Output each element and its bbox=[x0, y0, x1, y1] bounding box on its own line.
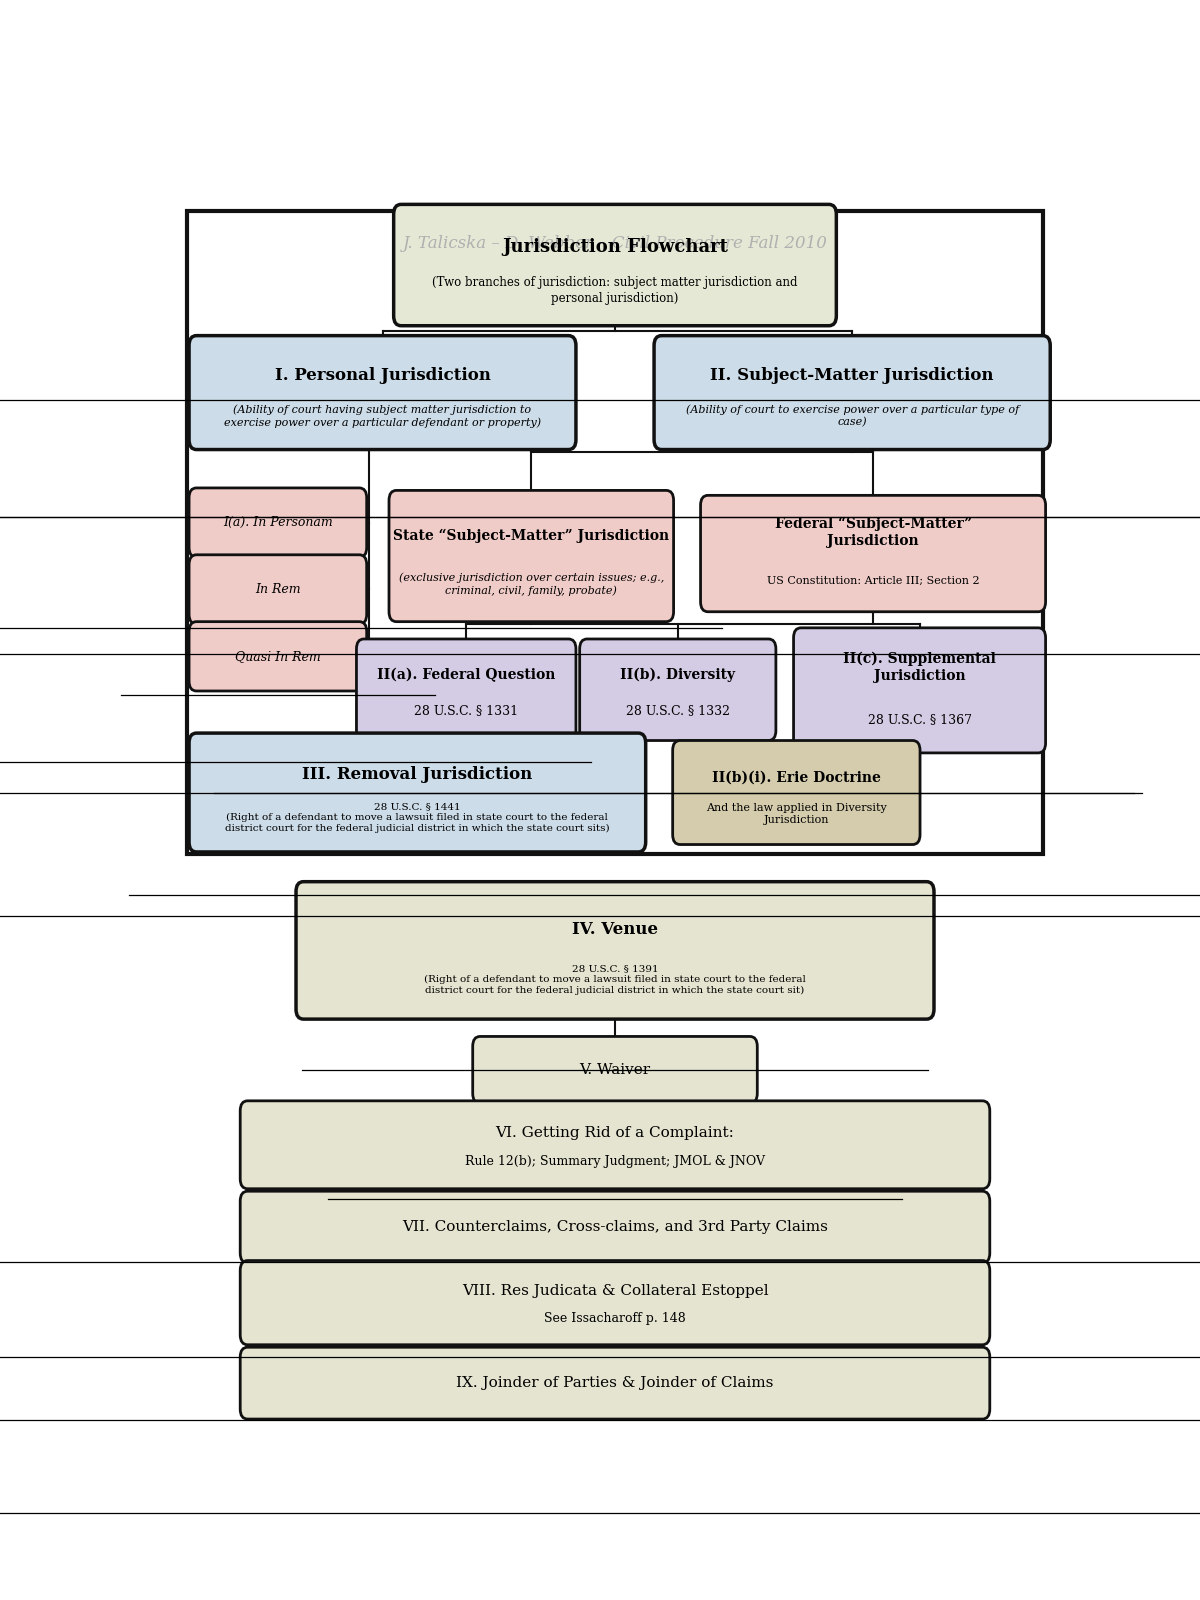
Text: VIII. Res Judicata & Collateral Estoppel: VIII. Res Judicata & Collateral Estoppel bbox=[462, 1285, 768, 1298]
Text: See Issacharoff p. 148: See Issacharoff p. 148 bbox=[544, 1312, 686, 1325]
Text: II(a). Federal Question: II(a). Federal Question bbox=[377, 667, 556, 682]
Text: 28 U.S.C. § 1332: 28 U.S.C. § 1332 bbox=[625, 704, 730, 717]
Text: II. Subject-Matter Jurisdiction: II. Subject-Matter Jurisdiction bbox=[710, 366, 994, 384]
Text: US Constitution: Article III; Section 2: US Constitution: Article III; Section 2 bbox=[767, 576, 979, 586]
Text: II(b). Diversity: II(b). Diversity bbox=[620, 667, 736, 682]
Text: III. Removal Jurisdiction: III. Removal Jurisdiction bbox=[302, 766, 533, 782]
FancyBboxPatch shape bbox=[580, 638, 776, 741]
Text: 28 U.S.C. § 1367: 28 U.S.C. § 1367 bbox=[868, 714, 972, 726]
FancyBboxPatch shape bbox=[394, 205, 836, 326]
Text: J. Talicska – D. Webber – Civil Procedure Fall 2010: J. Talicska – D. Webber – Civil Procedur… bbox=[402, 235, 828, 253]
FancyBboxPatch shape bbox=[296, 882, 934, 1019]
FancyBboxPatch shape bbox=[190, 488, 367, 557]
Text: Rule 12(b); Summary Judgment; JMOL & JNOV: Rule 12(b); Summary Judgment; JMOL & JNO… bbox=[466, 1155, 766, 1168]
Text: V. Waiver: V. Waiver bbox=[580, 1062, 650, 1077]
Text: IX. Joinder of Parties & Joinder of Claims: IX. Joinder of Parties & Joinder of Clai… bbox=[456, 1376, 774, 1390]
FancyBboxPatch shape bbox=[673, 741, 920, 845]
Text: I. Personal Jurisdiction: I. Personal Jurisdiction bbox=[275, 366, 491, 384]
FancyBboxPatch shape bbox=[190, 336, 576, 450]
FancyBboxPatch shape bbox=[356, 638, 576, 741]
Text: (exclusive jurisdiction over certain issues; e.g.,
criminal, civil, family, prob: (exclusive jurisdiction over certain iss… bbox=[398, 573, 664, 595]
Text: (Two branches of jurisdiction: subject matter jurisdiction and
personal jurisdic: (Two branches of jurisdiction: subject m… bbox=[432, 277, 798, 304]
Text: II(c). Supplemental
Jurisdiction: II(c). Supplemental Jurisdiction bbox=[844, 651, 996, 683]
Text: 28 U.S.C. § 1441
(Right of a defendant to move a lawsuit filed in state court to: 28 U.S.C. § 1441 (Right of a defendant t… bbox=[226, 802, 610, 832]
FancyBboxPatch shape bbox=[190, 555, 367, 624]
Text: (Ability of court having subject matter jurisdiction to
exercise power over a pa: (Ability of court having subject matter … bbox=[224, 405, 541, 427]
FancyBboxPatch shape bbox=[701, 496, 1045, 611]
Text: II(b)(i). Erie Doctrine: II(b)(i). Erie Doctrine bbox=[712, 770, 881, 784]
Text: In Rem: In Rem bbox=[256, 582, 301, 595]
Text: 28 U.S.C. § 1331: 28 U.S.C. § 1331 bbox=[414, 704, 518, 717]
Text: Quasi In Rem: Quasi In Rem bbox=[235, 650, 320, 662]
Text: State “Subject-Matter” Jurisdiction: State “Subject-Matter” Jurisdiction bbox=[394, 530, 670, 542]
Text: Jurisdiction Flowchart: Jurisdiction Flowchart bbox=[502, 238, 728, 256]
FancyBboxPatch shape bbox=[654, 336, 1050, 450]
Text: (Ability of court to exercise power over a particular type of
case): (Ability of court to exercise power over… bbox=[685, 405, 1019, 427]
FancyBboxPatch shape bbox=[190, 622, 367, 691]
FancyBboxPatch shape bbox=[793, 627, 1045, 754]
FancyBboxPatch shape bbox=[389, 491, 673, 622]
FancyBboxPatch shape bbox=[473, 1037, 757, 1104]
FancyBboxPatch shape bbox=[190, 733, 646, 851]
Text: Federal “Subject-Matter”
Jurisdiction: Federal “Subject-Matter” Jurisdiction bbox=[774, 517, 972, 547]
Bar bbox=[187, 211, 1043, 854]
FancyBboxPatch shape bbox=[240, 1347, 990, 1419]
Text: I(a). In Personam: I(a). In Personam bbox=[223, 517, 332, 530]
Text: IV. Venue: IV. Venue bbox=[572, 920, 658, 938]
FancyBboxPatch shape bbox=[240, 1261, 990, 1344]
Text: VI. Getting Rid of a Complaint:: VI. Getting Rid of a Complaint: bbox=[496, 1125, 734, 1139]
Text: 28 U.S.C. § 1391
(Right of a defendant to move a lawsuit filed in state court to: 28 U.S.C. § 1391 (Right of a defendant t… bbox=[424, 965, 806, 995]
Text: And the law applied in Diversity
Jurisdiction: And the law applied in Diversity Jurisdi… bbox=[706, 803, 887, 824]
Text: VII. Counterclaims, Cross-claims, and 3rd Party Claims: VII. Counterclaims, Cross-claims, and 3r… bbox=[402, 1221, 828, 1234]
FancyBboxPatch shape bbox=[240, 1101, 990, 1189]
FancyBboxPatch shape bbox=[240, 1192, 990, 1262]
